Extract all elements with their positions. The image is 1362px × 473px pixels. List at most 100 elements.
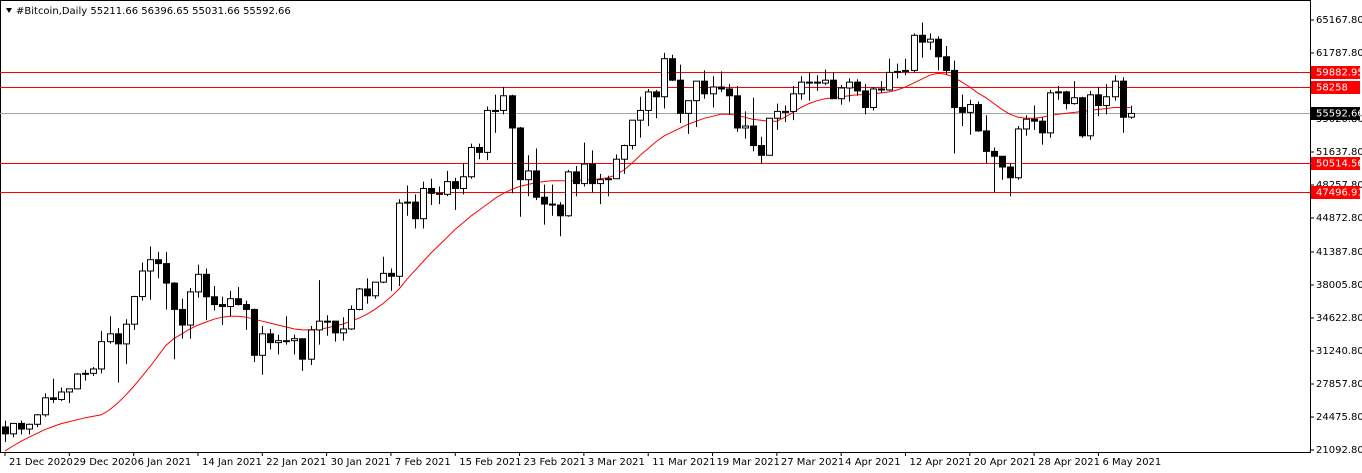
y-tick-label: 51637.80 [1316,147,1362,158]
symbol-icon [6,8,12,13]
candle-body [340,328,347,334]
x-tick-label: 21 Dec 2020 [9,457,73,468]
candle-body [211,296,218,306]
level-label: 47496.91 [1316,188,1362,199]
x-tick-label: 6 May 2021 [1102,457,1161,468]
candle-body [404,201,411,204]
candle-body [653,91,660,98]
candle-body [565,171,572,217]
candle-body [1039,120,1046,134]
candle-body [685,100,692,114]
candle-body [846,81,853,89]
y-tick-label: 27857.80 [1316,379,1362,390]
candle-body [1095,94,1102,107]
candle-body [187,291,194,326]
candle-body [420,187,427,220]
candle-body [854,81,861,92]
candle-body [251,308,258,356]
candle-body [935,38,942,58]
candle-body [774,110,781,119]
candle-body [613,158,620,180]
candle-body [999,155,1006,168]
candle-body [316,320,323,331]
candle-body [58,391,65,400]
candle-body [452,181,459,189]
y-tick-label: 34622.80 [1316,313,1362,324]
candle-body [541,196,548,205]
candle-body [468,146,475,178]
candle-body [1047,92,1054,134]
x-tick-label: 30 Jan 2021 [331,457,391,468]
candle-body [798,81,805,95]
candle-body [107,333,114,343]
candle-body [372,281,379,297]
candle-body [308,329,315,360]
x-tick-label: 15 Feb 2021 [459,457,521,468]
level-label: 58258 [1316,83,1348,94]
candle-body [1087,94,1094,137]
candle-body [943,56,950,71]
candle-body [66,388,73,393]
candle-body [517,127,524,181]
candle-body [927,38,934,43]
candle-body [235,298,242,306]
candle-body [476,146,483,153]
y-tick-label: 38005.80 [1316,280,1362,291]
header-low: 55031.66 [192,6,240,17]
candle-body [894,70,901,73]
candle-body [74,373,81,390]
candle-body [18,422,25,430]
candle-body [1071,97,1078,105]
y-tick-label: 65167.80 [1316,15,1362,26]
candle-body [1128,112,1135,118]
candle-body [147,259,154,272]
x-tick-label: 7 Feb 2021 [395,457,451,468]
candle-body [123,323,130,345]
candle-body [388,272,395,277]
candle-body [991,150,998,157]
candle-body [838,87,845,100]
x-tick-label: 11 Mar 2021 [652,457,715,468]
candle-body [155,259,162,265]
candle-body [669,58,676,81]
x-tick-label: 12 Apr 2021 [909,457,971,468]
candle-body [259,333,266,356]
candle-body [2,426,9,435]
candle-body [500,95,507,111]
candle-body [179,308,186,326]
candle-body [348,308,355,330]
symbol: #Bitcoin,Daily [16,6,87,17]
price-label-box [1311,107,1360,120]
x-tick-label: 4 Apr 2021 [845,457,900,468]
candle-body [677,79,684,114]
level-label-box [1311,186,1360,199]
candle-body [396,202,403,277]
candle-body [267,333,274,344]
candle-body [581,163,588,185]
y-tick-label: 44872.80 [1316,213,1362,224]
candle-body [444,181,451,195]
level-label: 59882.95 [1316,68,1362,79]
candle-body [98,341,105,370]
candle-body [412,201,419,220]
candle-body [90,368,97,374]
candle-body [645,91,652,111]
candle-body [734,95,741,129]
candle-body [911,34,918,71]
y-tick-label: 61787.80 [1316,48,1362,59]
candle-body [951,69,958,108]
candle-body [283,340,290,343]
candle-body [243,304,250,310]
candle-body [1112,80,1119,98]
candle-body [219,304,226,308]
candle-body [637,109,644,121]
candle-body [878,88,885,91]
candle-body [1007,166,1014,179]
candle-body [589,163,596,185]
candle-body [766,117,773,156]
level-label-box [1311,157,1360,170]
candle-body [227,298,234,308]
candle-body [806,81,813,84]
candle-body [1055,91,1062,94]
